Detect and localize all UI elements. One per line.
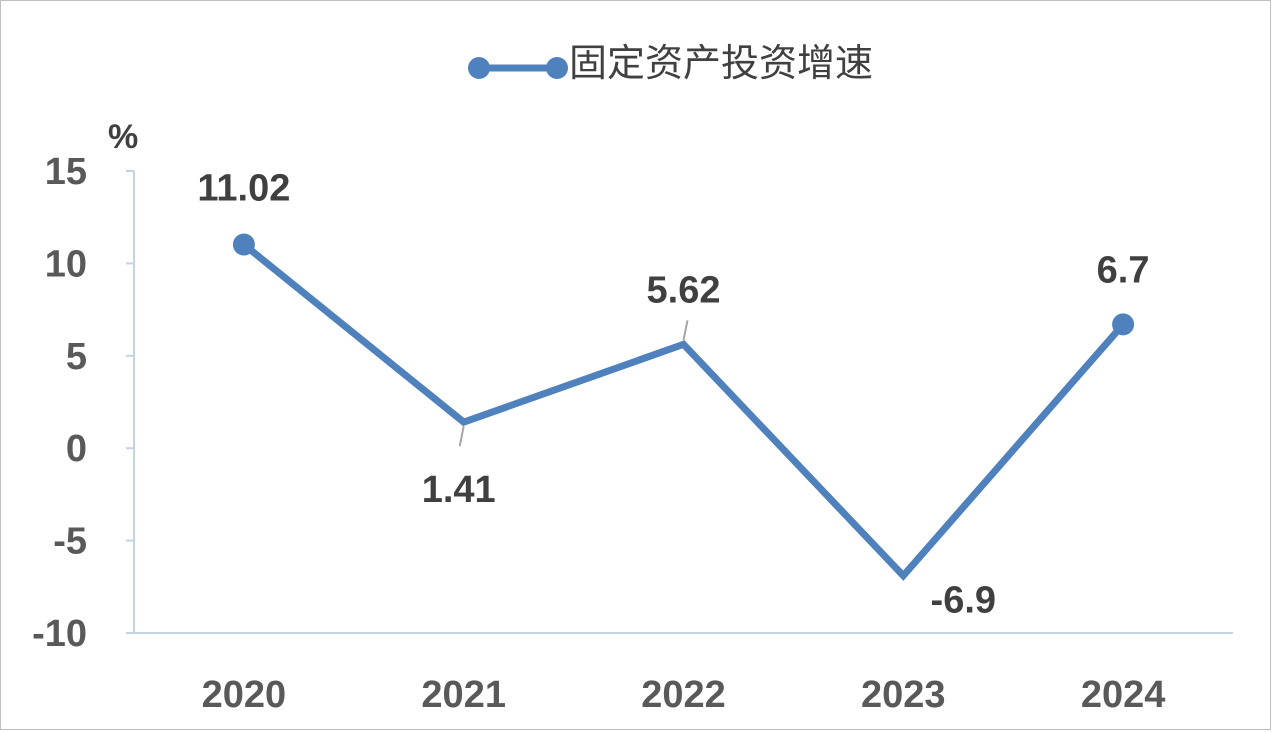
data-label: 1.41 [422,469,496,511]
y-axis-unit: % [108,118,138,156]
y-tick-label: 5 [66,336,87,378]
y-axis-ticks: 15 10 5 0 -5 -10 [32,151,134,655]
legend: 固定资产投资增速 [468,41,873,85]
x-tick-label: 2020 [202,674,287,716]
legend-marker-left [468,57,490,79]
y-tick-label: 15 [45,151,87,193]
series-line [241,241,1126,581]
legend-label: 固定资产投资增速 [569,41,873,85]
data-point-marker [232,233,255,256]
y-tick-label: 0 [66,428,87,470]
x-axis-ticks: 2020 2021 2022 2023 2024 [202,674,1166,716]
y-tick-label: 10 [45,243,87,285]
series-line-group [232,233,1135,581]
legend-marker-right [546,57,568,79]
data-point-marker [1112,313,1135,336]
data-label: -6.9 [931,580,996,622]
data-labels: 11.02 1.41 5.62 -6.9 6.7 [197,168,1149,622]
y-tick-label: -10 [32,613,87,655]
y-tick-label: -5 [53,521,87,563]
data-label: 5.62 [647,269,721,311]
x-tick-label: 2023 [861,674,946,716]
data-label-leader-line [682,320,689,341]
x-tick-label: 2024 [1081,674,1166,716]
data-label-leader-line [458,425,465,447]
x-tick-label: 2022 [641,674,726,716]
data-label: 11.02 [197,168,290,210]
x-tick-label: 2021 [421,674,506,716]
data-label: 6.7 [1097,249,1150,291]
